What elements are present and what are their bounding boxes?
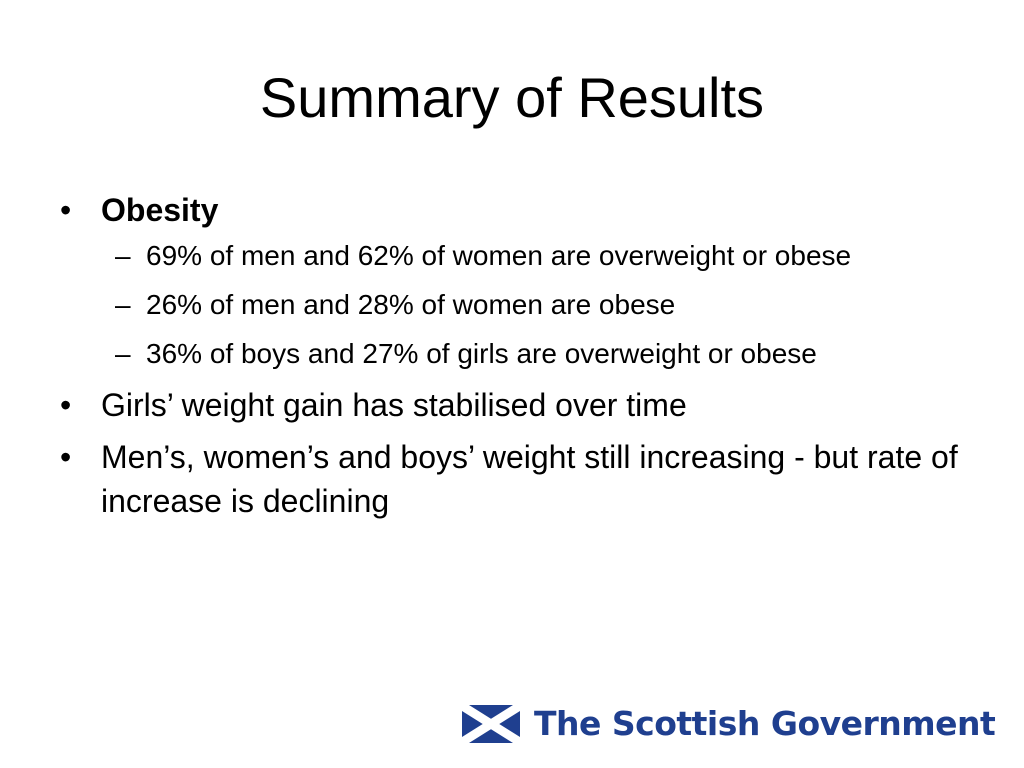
sub-bullet-item: – 26% of men and 28% of women are obese <box>101 285 970 324</box>
bullet-text: Men’s, women’s and boys’ weight still in… <box>101 439 958 519</box>
dash-marker: – <box>115 240 131 271</box>
dash-marker: – <box>115 338 131 369</box>
bullet-item-obesity: • Obesity – 69% of men and 62% of women … <box>60 188 970 373</box>
sub-bullet-text: 36% of boys and 27% of girls are overwei… <box>146 338 817 369</box>
bullet-text: Girls’ weight gain has stabilised over t… <box>101 387 687 423</box>
bullet-marker: • <box>60 192 72 228</box>
logo-text: The Scottish Government <box>534 704 996 743</box>
saltire-flag-icon <box>462 705 520 743</box>
sub-bullet-item: – 36% of boys and 27% of girls are overw… <box>101 334 970 373</box>
slide-title: Summary of Results <box>259 66 765 129</box>
bullet-item-men: • Men’s, women’s and boys’ weight still … <box>60 435 970 523</box>
scottish-government-logo: The Scottish Government <box>462 703 996 745</box>
sub-bullet-list: – 69% of men and 62% of women are overwe… <box>101 236 970 373</box>
sub-bullet-item: – 69% of men and 62% of women are overwe… <box>101 236 970 275</box>
bullet-item-girls: • Girls’ weight gain has stabilised over… <box>60 383 970 427</box>
bullet-text: Obesity <box>101 192 219 228</box>
bullet-marker: • <box>60 387 72 423</box>
sub-bullet-text: 69% of men and 62% of women are overweig… <box>146 240 852 271</box>
bullet-list: • Obesity – 69% of men and 62% of women … <box>60 188 970 531</box>
bullet-marker: • <box>60 439 72 475</box>
sub-bullet-text: 26% of men and 28% of women are obese <box>146 289 676 320</box>
dash-marker: – <box>115 289 131 320</box>
